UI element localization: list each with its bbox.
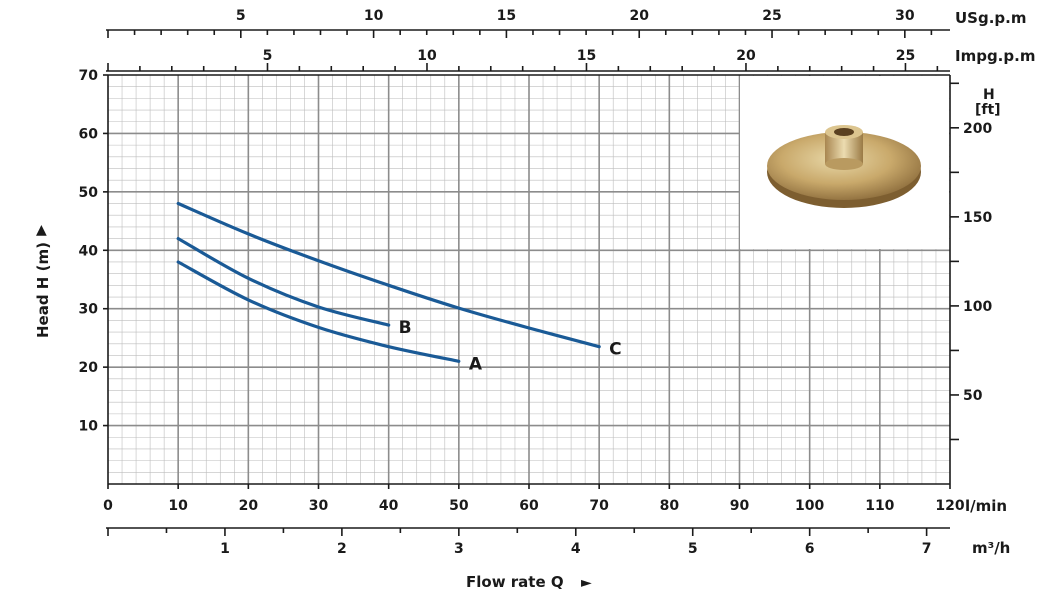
impgpm-tick-label: 5	[263, 48, 273, 64]
x-tick-label: 30	[309, 498, 329, 514]
x-tick-label: 100	[795, 498, 824, 514]
x-tick-label: 120	[935, 498, 964, 514]
curve-label-c: C	[609, 340, 621, 360]
y-axis-label: Head H (m)	[34, 242, 52, 338]
usgpm-tick-label: 15	[497, 8, 516, 24]
impgpm-unit-label: Impg.p.m	[955, 47, 1035, 65]
x-tick-label: 90	[730, 498, 750, 514]
ft-tick-label: 150	[963, 210, 992, 226]
y-tick-label: 40	[79, 243, 99, 259]
x-tick-label: 70	[589, 498, 609, 514]
m3h-tick-label: 4	[571, 541, 581, 557]
y-tick-label: 70	[79, 68, 99, 84]
x-tick-label: 50	[449, 498, 469, 514]
impeller-bore	[834, 128, 854, 136]
ft-tick-label: 200	[963, 121, 992, 137]
impgpm-tick-label: 10	[417, 48, 437, 64]
x-tick-label: 20	[239, 498, 259, 514]
x-tick-label: 40	[379, 498, 399, 514]
y-tick-label: 50	[79, 185, 99, 201]
curve-label-a: A	[469, 354, 483, 374]
m3h-tick-label: 5	[688, 541, 698, 557]
m3h-tick-label: 7	[922, 541, 932, 557]
y-tick-label: 60	[79, 126, 99, 142]
usgpm-tick-label: 30	[895, 8, 915, 24]
x-axis-label: Flow rate Q	[466, 573, 564, 591]
m3h-unit-label: m³/h	[972, 539, 1010, 557]
usgpm-tick-label: 5	[236, 8, 246, 24]
usgpm-tick-label: 25	[762, 8, 781, 24]
m3h-tick-label: 1	[220, 541, 230, 557]
ft-tick-label: 50	[963, 388, 983, 404]
x-tick-label: 110	[865, 498, 894, 514]
x-tick-label: 60	[519, 498, 539, 514]
m3h-tick-label: 2	[337, 541, 347, 557]
lmin-unit-label: l/min	[965, 497, 1007, 515]
axis-ticks: 0 10 20 30 40 50 60 70 80 90 100 110 120102030405060…	[79, 8, 993, 557]
m3h-tick-label: 3	[454, 541, 464, 557]
y-axis-arrow: ▲	[36, 222, 47, 238]
usgpm-unit-label: USg.p.m	[955, 9, 1026, 27]
curve-b	[176, 237, 391, 327]
x-axis-arrow: ►	[581, 575, 592, 591]
y-tick-label: 10	[79, 419, 99, 435]
ft-unit-label-ft: [ft]	[975, 102, 1001, 118]
curve-label-b: B	[399, 318, 412, 338]
y-tick-label: 30	[79, 302, 99, 318]
ft-unit-label-h: H	[983, 87, 995, 103]
usgpm-tick-label: 20	[629, 8, 649, 24]
impgpm-tick-label: 25	[896, 48, 915, 64]
major-grid	[108, 75, 950, 484]
x-tick-label: 10	[168, 498, 188, 514]
curve-a	[176, 260, 461, 363]
ft-tick-label: 100	[963, 299, 992, 315]
performance-curves: A B C	[176, 201, 622, 374]
m3h-tick-label: 6	[805, 541, 815, 557]
impgpm-tick-label: 15	[577, 48, 596, 64]
x-tick-label: 0	[103, 498, 113, 514]
impeller-hub-base	[825, 158, 863, 170]
impeller-photo	[740, 76, 949, 249]
x-tick-label: 80	[660, 498, 680, 514]
usgpm-tick-label: 10	[364, 8, 384, 24]
curve-c	[176, 201, 601, 349]
impgpm-tick-label: 20	[736, 48, 756, 64]
y-tick-label: 20	[79, 360, 99, 376]
